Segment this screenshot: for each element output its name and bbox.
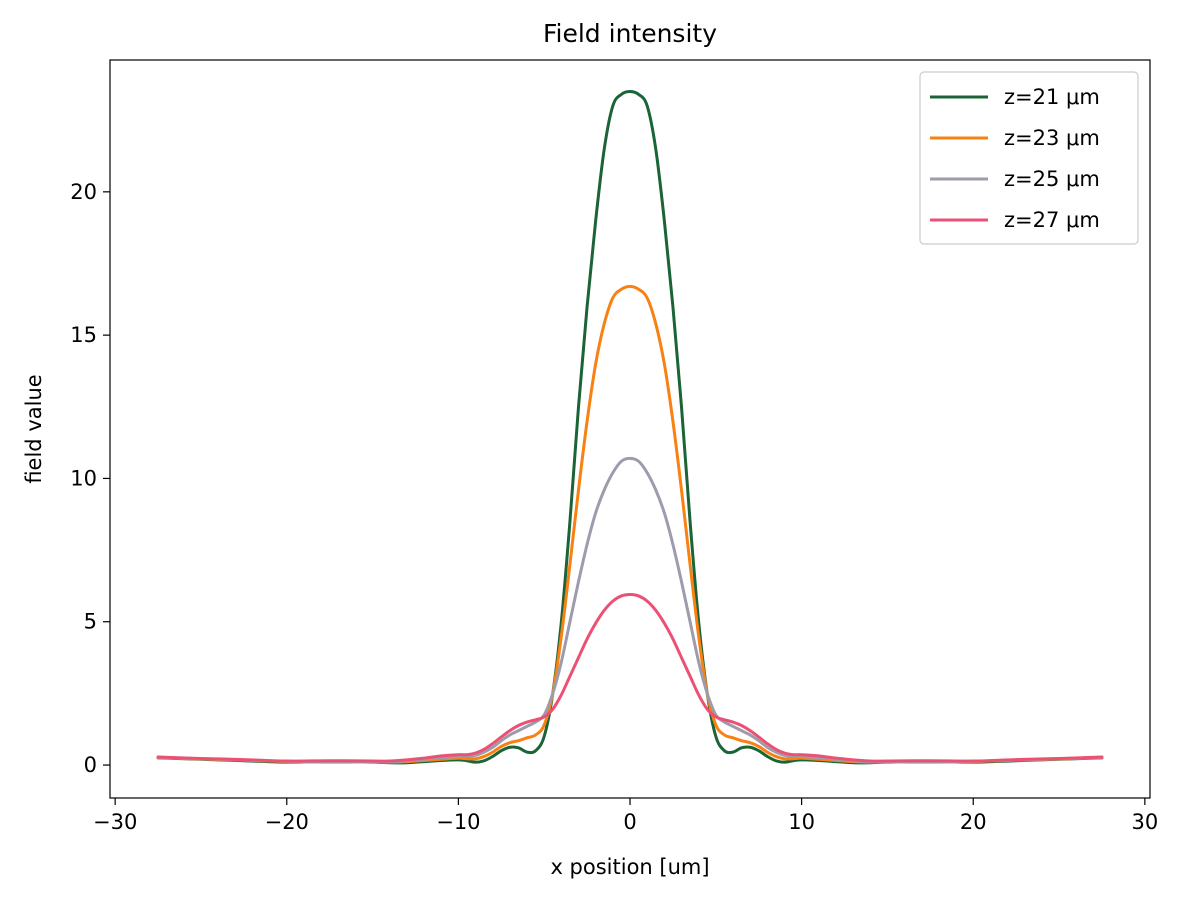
- y-tick-label: 15: [70, 323, 97, 347]
- x-tick-label: 0: [623, 810, 636, 834]
- legend-label-1: z=21 μm: [1004, 85, 1100, 109]
- legend-label-2: z=23 μm: [1004, 126, 1100, 150]
- series-line-3: [156, 456, 1104, 764]
- y-tick-label: 5: [84, 610, 97, 634]
- legend-label-4: z=27 μm: [1004, 208, 1100, 232]
- series-line-2: [156, 284, 1104, 764]
- x-tick-label: 30: [1131, 810, 1158, 834]
- x-tick-label: −10: [436, 810, 480, 834]
- series-line-4: [156, 593, 1104, 763]
- y-tick-label: 10: [70, 466, 97, 490]
- x-axis: −30 −20 −10 0 10 20 30: [93, 798, 1158, 834]
- chart-title: Field intensity: [543, 19, 717, 48]
- y-tick-label: 0: [84, 753, 97, 777]
- x-axis-label: x position [um]: [550, 855, 709, 879]
- x-tick-label: 20: [960, 810, 987, 834]
- legend-label-3: z=25 μm: [1004, 167, 1100, 191]
- series-layer: [156, 90, 1104, 765]
- legend: z=21 μm z=23 μm z=25 μm z=27 μm: [919, 71, 1139, 245]
- y-tick-label: 20: [70, 180, 97, 204]
- x-tick-label: 10: [788, 810, 815, 834]
- x-tick-label: −30: [93, 810, 137, 834]
- y-axis-label: field value: [22, 374, 46, 483]
- series-line-1: [156, 90, 1104, 765]
- x-tick-label: −20: [265, 810, 309, 834]
- legend-box: [919, 71, 1139, 245]
- y-axis: 0 5 10 15 20: [70, 180, 110, 777]
